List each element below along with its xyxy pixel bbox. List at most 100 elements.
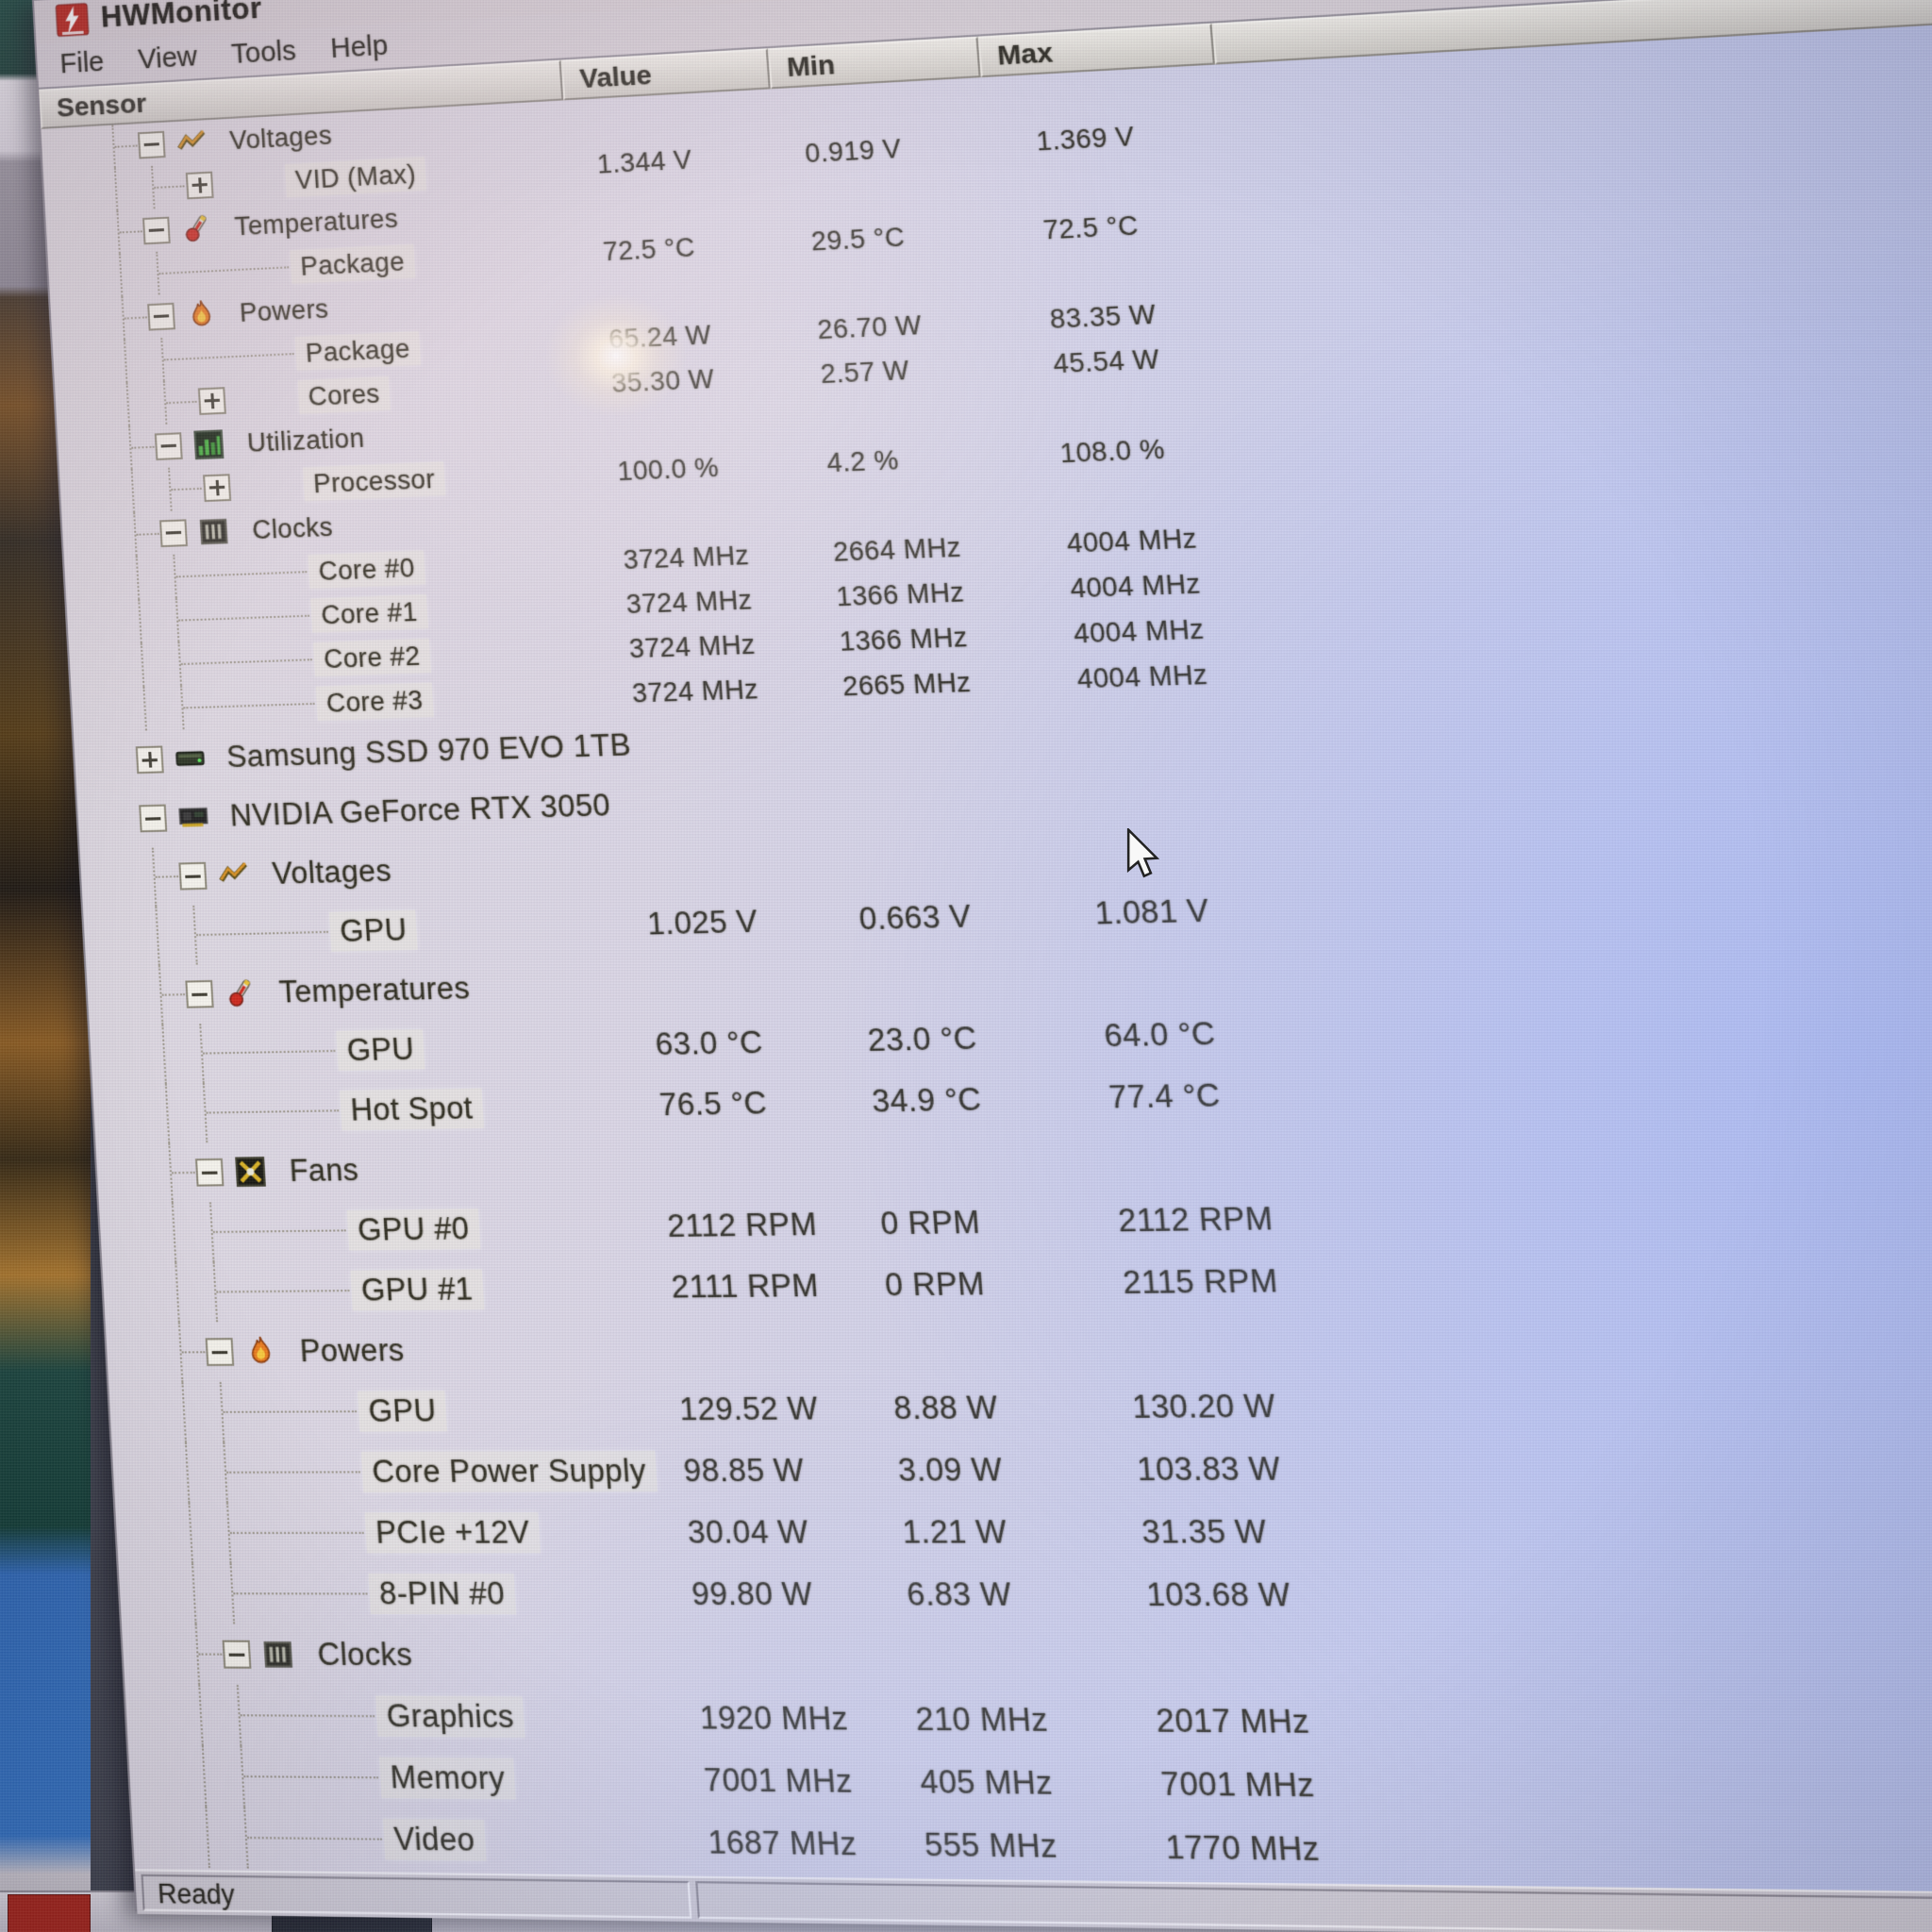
value-cell: 1.344 V — [595, 143, 693, 178]
value-cell: 3724 MHz — [622, 539, 751, 575]
expand-toggle[interactable] — [185, 171, 214, 199]
utilization-icon — [192, 428, 225, 460]
tree-line — [114, 143, 138, 148]
voltage-icon — [175, 126, 208, 158]
expand-toggle[interactable] — [142, 216, 171, 244]
max-cell: 4004 MHz — [1075, 658, 1209, 693]
max-cell: 1770 MHz — [1164, 1828, 1322, 1868]
sensor-label: Package — [294, 330, 421, 371]
title-bar[interactable]: HWMonitor — [34, 0, 1932, 44]
max-cell: 4004 MHz — [1069, 567, 1202, 603]
window-title: HWMonitor — [99, 0, 263, 34]
tree-line — [223, 1410, 358, 1413]
expand-toggle[interactable] — [197, 386, 226, 415]
hwmonitor-window: HWMonitor File View Tools Help Sensor Va… — [32, 0, 1932, 1932]
max-cell: 83.35 W — [1048, 298, 1158, 334]
value-cell: 129.52 W — [678, 1391, 820, 1427]
menu-tools[interactable]: Tools — [230, 35, 297, 70]
power-icon — [244, 1336, 277, 1368]
tree-line — [125, 382, 131, 426]
max-cell: 45.54 W — [1052, 342, 1160, 378]
expand-toggle[interactable] — [147, 302, 175, 331]
sensor-label: Core #2 — [312, 638, 431, 676]
min-cell: 6.83 W — [906, 1575, 1013, 1613]
expand-toggle[interactable] — [158, 518, 188, 547]
tree-row[interactable]: Core Power Supply 98.85 W 3.09 W 103.83 W — [112, 1433, 1932, 1503]
sensor-label: Clocks — [316, 1636, 414, 1673]
tree-line — [113, 167, 119, 211]
tree-line — [171, 1202, 177, 1263]
tree-line — [124, 315, 147, 320]
tree-line — [171, 1171, 195, 1174]
sensor-label: Powers — [239, 292, 330, 327]
temperature-icon — [224, 977, 257, 1009]
value-cell: 1.025 V — [646, 903, 759, 941]
tree-line — [163, 352, 294, 360]
tree-line — [243, 1775, 379, 1779]
sensor-label: Core #3 — [315, 682, 434, 721]
tree-row[interactable]: Temperatures — [45, 92, 1932, 258]
value-cell: 1920 MHz — [698, 1699, 850, 1738]
gpu-icon — [177, 801, 210, 833]
min-cell: 0 RPM — [883, 1265, 987, 1303]
tree-line — [142, 686, 147, 731]
tree-line — [184, 1442, 191, 1503]
tree-line — [198, 1684, 204, 1746]
expand-toggle[interactable] — [139, 804, 168, 833]
sensor-label: Processor — [302, 460, 446, 501]
menu-help[interactable]: Help — [329, 29, 390, 64]
min-cell: 2664 MHz — [832, 531, 962, 567]
menu-view[interactable]: View — [137, 41, 198, 75]
tree-line — [195, 930, 329, 937]
tree-line — [158, 265, 290, 275]
tree-line — [201, 1745, 208, 1807]
tree-line — [246, 1836, 383, 1840]
tree-line — [171, 487, 202, 491]
expand-toggle[interactable] — [203, 473, 232, 502]
clock-icon — [261, 1639, 294, 1672]
expand-toggle[interactable] — [154, 431, 183, 460]
hwmonitor-app-icon — [55, 2, 90, 37]
expand-toggle[interactable] — [135, 745, 164, 774]
taskbar-red-icon[interactable] — [8, 1894, 91, 1932]
sensor-label: GPU #0 — [346, 1208, 481, 1251]
value-cell: 76.5 °C — [658, 1085, 769, 1123]
expand-toggle[interactable] — [222, 1640, 252, 1669]
expand-toggle[interactable] — [137, 130, 166, 159]
value-cell: 35.30 W — [610, 363, 716, 397]
tree-row[interactable]: 8-PIN #0 99.80 W 6.83 W 103.68 W — [118, 1563, 1932, 1631]
min-cell: 1366 MHz — [835, 575, 966, 611]
tree-line — [181, 1382, 187, 1443]
fan-icon — [234, 1156, 267, 1188]
expand-toggle[interactable] — [205, 1338, 235, 1367]
sensor-label: NVIDIA GeForce RTX 3050 — [228, 787, 612, 833]
max-cell: 77.4 °C — [1108, 1076, 1222, 1116]
sensor-label: Fans — [288, 1152, 360, 1189]
tree-line — [178, 614, 310, 622]
sensor-label: Cores — [297, 375, 391, 414]
tree-line — [135, 556, 141, 600]
tree-line — [198, 1653, 223, 1656]
tree-row[interactable]: PCIe +12V 30.04 W 1.21 W 31.35 W — [115, 1499, 1932, 1565]
sensor-tree-list[interactable]: Voltages VID (Max) 1.344 V 0.919 V 1.369 V Te… — [41, 0, 1932, 1900]
value-cell: 2112 RPM — [666, 1206, 819, 1244]
tree-row[interactable]: Powers — [50, 186, 1932, 343]
min-cell: 405 MHz — [919, 1763, 1055, 1802]
min-cell: 1366 MHz — [838, 621, 969, 657]
temperature-icon — [180, 212, 212, 244]
sensor-label: GPU — [357, 1391, 448, 1432]
max-cell: 64.0 °C — [1103, 1015, 1217, 1054]
max-cell: 4004 MHz — [1065, 522, 1199, 558]
min-cell: 29.5 °C — [809, 221, 907, 256]
expand-toggle[interactable] — [178, 861, 208, 891]
tree-row[interactable]: Clocks — [61, 421, 1932, 559]
tree-line — [161, 1024, 167, 1084]
tree-line — [216, 1290, 350, 1293]
menu-file[interactable]: File — [58, 46, 106, 79]
expand-toggle[interactable] — [194, 1158, 225, 1187]
voltage-icon — [217, 858, 250, 891]
tree-row[interactable]: Utilization — [58, 326, 1932, 473]
sensor-label: 8-PIN #0 — [368, 1573, 516, 1615]
sensor-label: PCIe +12V — [364, 1512, 541, 1554]
expand-toggle[interactable] — [185, 979, 214, 1008]
